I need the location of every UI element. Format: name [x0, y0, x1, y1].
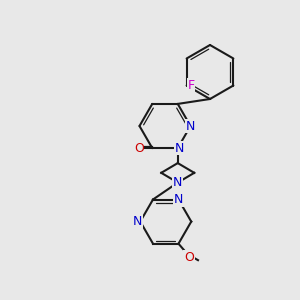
Text: N: N — [186, 119, 195, 133]
Text: O: O — [184, 251, 194, 264]
Text: F: F — [188, 79, 195, 92]
Text: N: N — [173, 176, 182, 189]
Text: N: N — [133, 215, 142, 228]
Text: N: N — [174, 193, 183, 206]
Text: N: N — [175, 142, 184, 154]
Text: O: O — [134, 142, 144, 154]
